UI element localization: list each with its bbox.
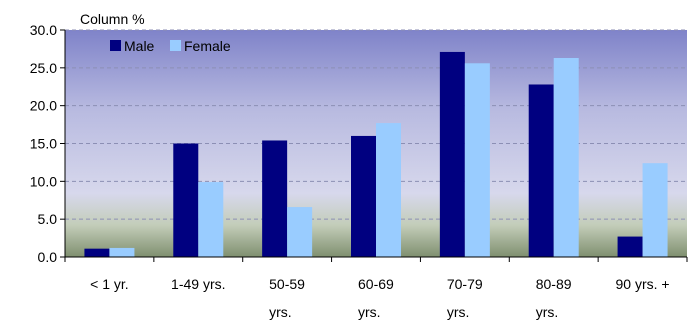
x-tick-label: 70-79 yrs. [447,276,483,320]
y-tick-label: 20.0 [30,98,57,114]
bar-male-6 [617,236,643,257]
x-tick-label-line: < 1 yr. [90,276,129,292]
bar-female-5 [553,57,579,257]
x-tick-label-line: 1-49 yrs. [171,276,225,292]
x-tick-label-line: yrs. [536,304,559,320]
bar-male-1 [173,143,199,257]
x-tick-label: 90 yrs. + [616,276,670,292]
x-tick-label-line: 50-59 [269,276,305,292]
y-tick-label: 10.0 [30,173,57,189]
bars [84,51,668,258]
bar-female-4 [464,63,490,257]
x-tick-label: 80-89 yrs. [536,276,572,320]
x-tick-label-line: 70-79 [447,276,483,292]
axes: 0.0 5.0 10.0 15.0 20.0 25.0 30.0 < 1 yr. 1-49 yr… [30,22,688,320]
x-tick-label-line: yrs. [358,304,381,320]
x-tick-label: 1-49 yrs. [171,276,225,292]
legend-swatch-male [110,40,121,51]
legend-label-female: Female [184,38,231,54]
x-tick-label-line: 80-89 [536,276,572,292]
bar-male-4 [439,51,465,258]
y-tick-label: 25.0 [30,60,57,76]
bar-female-3 [376,123,401,257]
x-tick-label-line: 60-69 [358,276,394,292]
x-tick-label: 50-59 yrs. [269,276,305,320]
y-tick-label: 0.0 [38,249,58,265]
bar-male-3 [351,135,376,257]
bar-male-0 [84,248,110,257]
x-tick-label-line: yrs. [447,304,470,320]
legend-swatch-female [170,40,181,51]
bar-female-6 [642,163,668,257]
y-tick-label: 5.0 [38,211,58,227]
legend: Male Female [110,38,231,54]
x-tick-label-line: yrs. [269,304,292,320]
bar-female-1 [198,182,224,257]
bar-male-2 [262,140,288,257]
bar-female-0 [109,247,135,257]
y-tick-label: 30.0 [30,22,57,38]
y-tick-label: 15.0 [30,136,57,152]
x-tick-label: < 1 yr. [90,276,129,292]
y-axis-title: Column % [80,11,145,27]
legend-label-male: Male [124,38,155,54]
x-tick-label: 60-69 yrs. [358,276,394,320]
bar-male-5 [528,84,554,257]
x-tick-label-line: 90 yrs. + [616,276,670,292]
bar-female-2 [287,207,313,257]
